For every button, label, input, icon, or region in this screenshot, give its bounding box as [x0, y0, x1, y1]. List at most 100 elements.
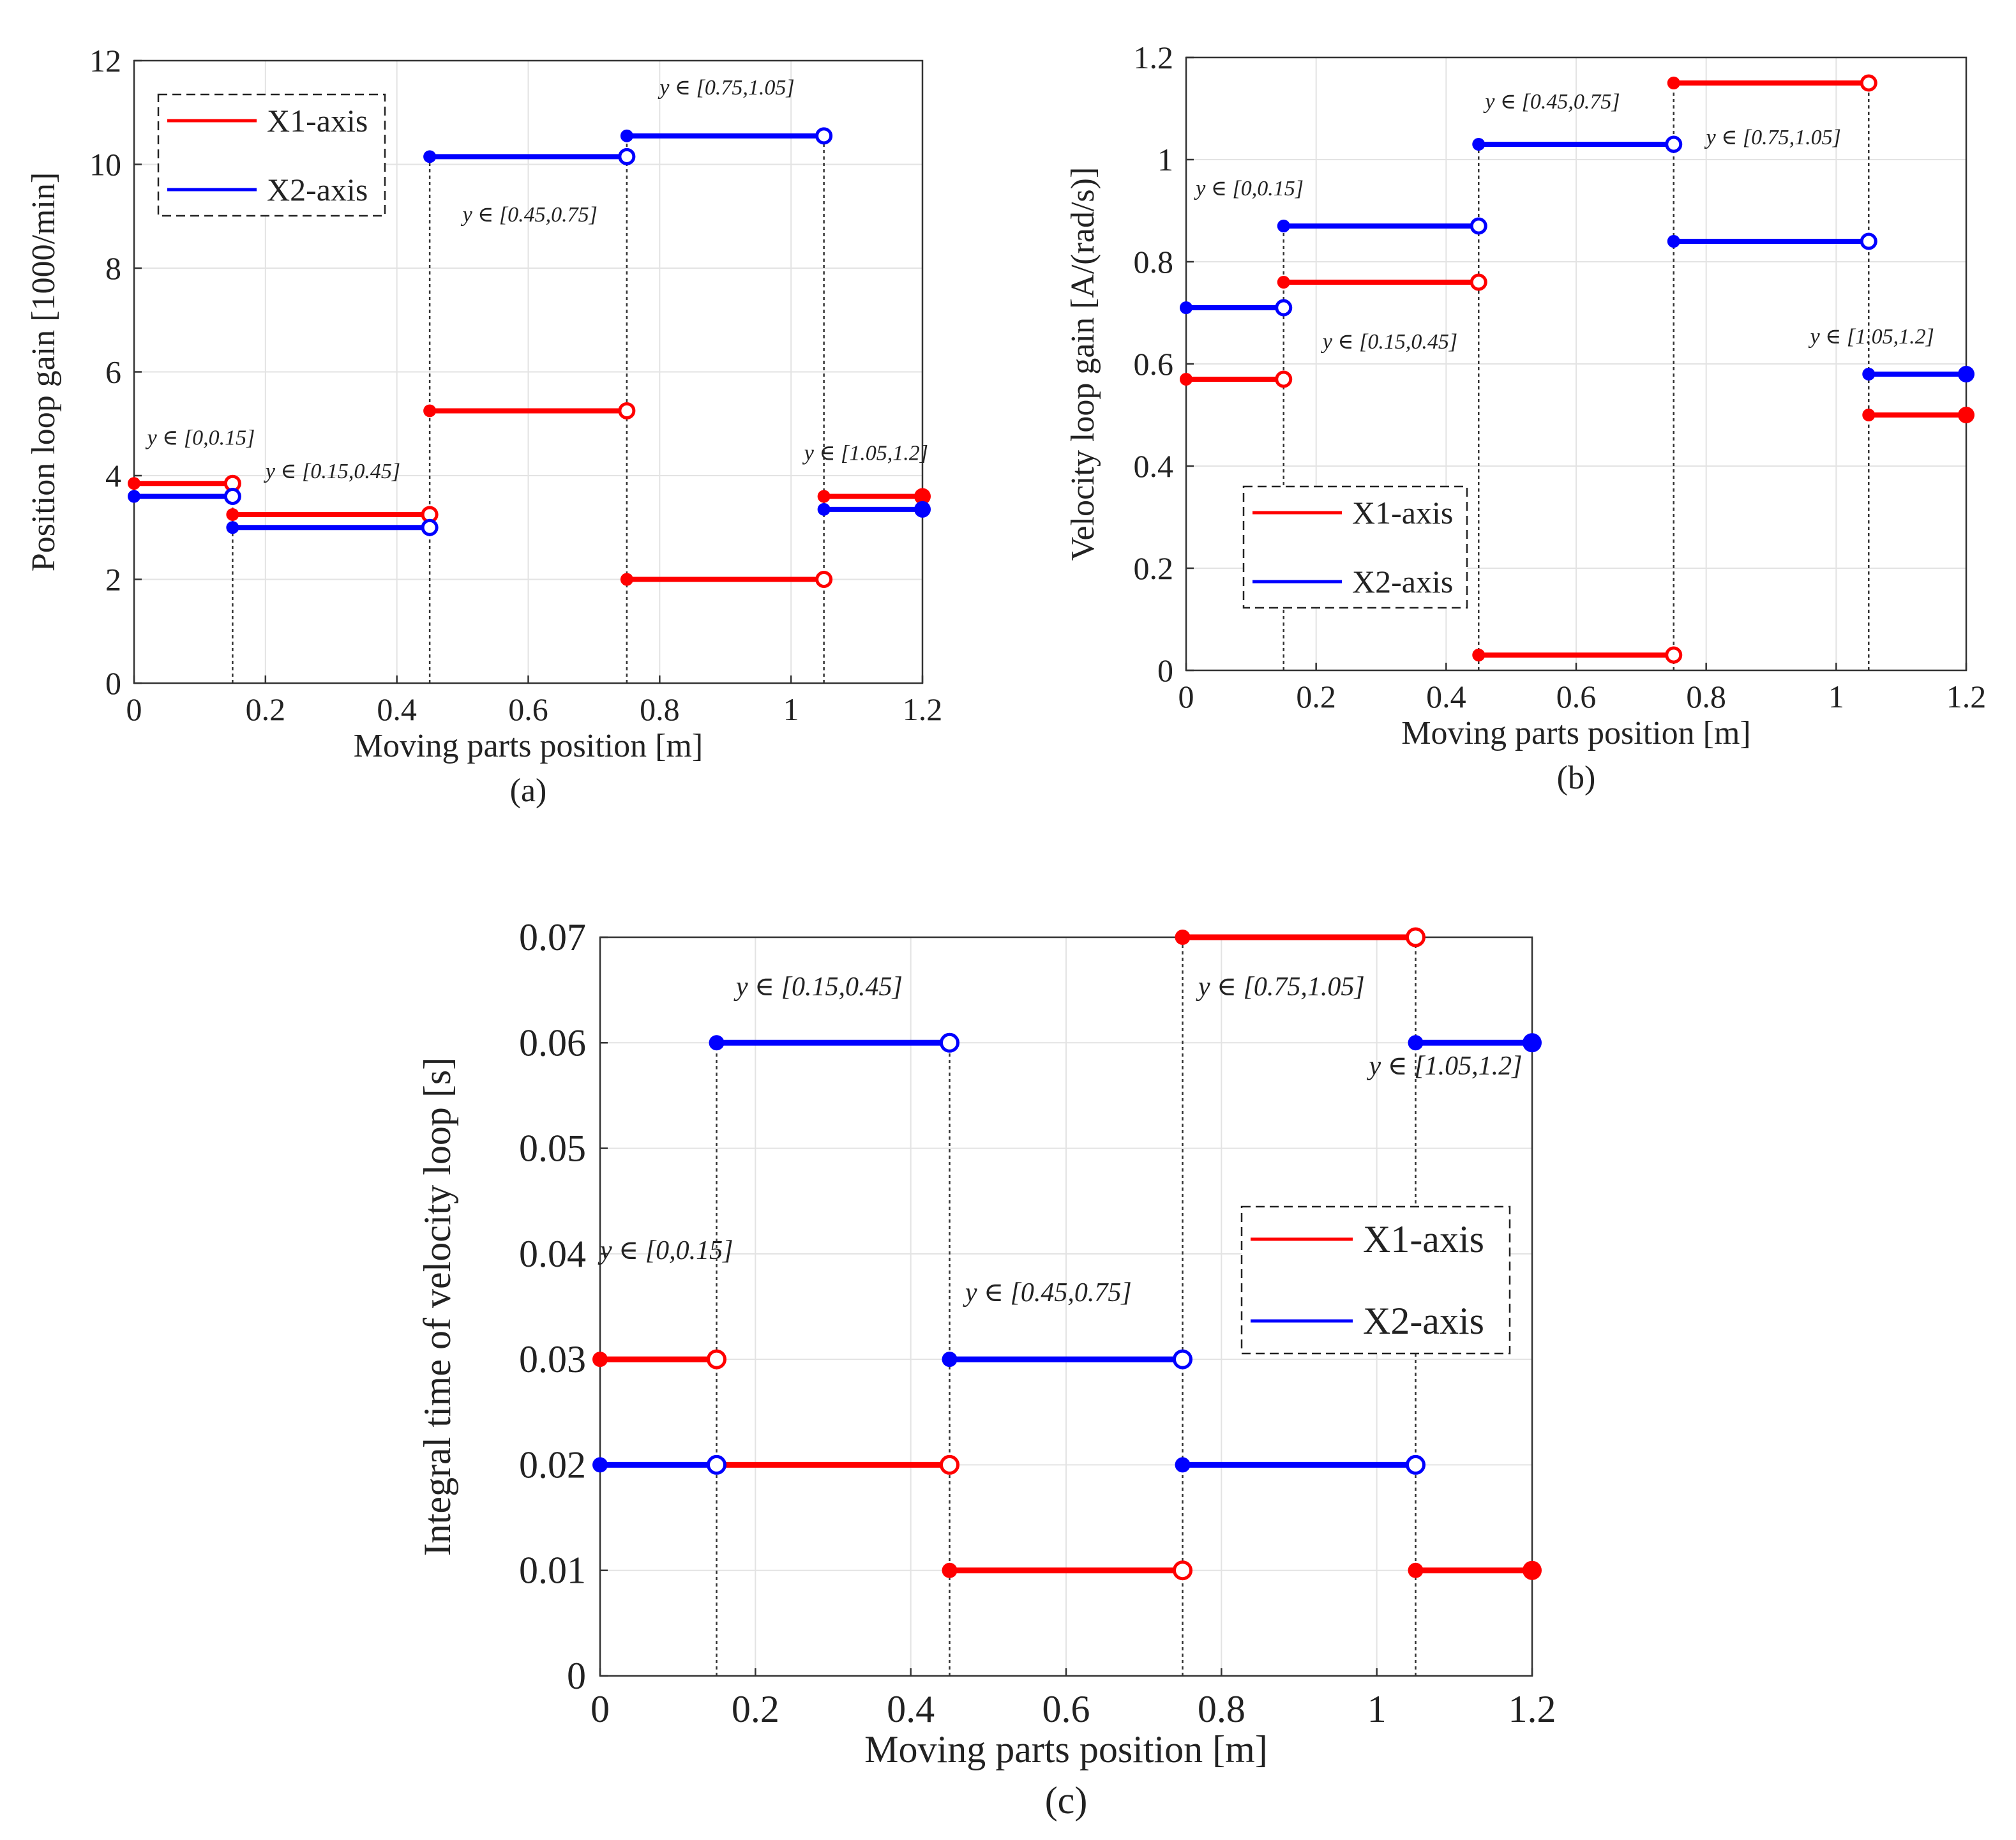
closed-marker-x1	[128, 477, 140, 490]
y-tick-label: 0	[105, 665, 121, 701]
interval-annotation: y ∈ [0.15,0.45]	[264, 460, 400, 483]
interval-annotation: y ∈ [1.05,1.2]	[1809, 325, 1934, 349]
closed-marker-x2	[942, 1352, 958, 1368]
chart-a: 0 0.2 0.4 0.6 0.8 1 1.2 0 2 4 6 8 10 12 Moving parts p…	[26, 43, 942, 809]
open-marker-x1	[1406, 927, 1425, 947]
x-tick-label: 0.4	[1426, 679, 1466, 714]
open-marker-x1	[1470, 273, 1487, 291]
open-marker-x1	[815, 571, 833, 588]
open-marker-x2	[1173, 1349, 1192, 1369]
y-tick-label: 0.03	[519, 1338, 586, 1380]
y-tick-label: 0.04	[519, 1233, 586, 1275]
interval-annotation: y ∈ [0.75,1.05]	[658, 76, 794, 100]
closed-marker-x1	[1862, 409, 1876, 421]
closed-marker-x1	[1408, 1562, 1424, 1578]
y-tick-label: 0.07	[519, 916, 586, 958]
closed-marker-x2	[1180, 301, 1192, 314]
open-marker-x1	[1275, 370, 1293, 388]
closed-marker-x2	[620, 129, 633, 142]
open-marker-x2	[223, 488, 241, 505]
x-tick-label: 0.4	[887, 1688, 935, 1730]
series-x1	[1180, 74, 1975, 664]
x-tick-label: 0.6	[1556, 679, 1597, 714]
end-marker-x1	[1523, 1560, 1542, 1580]
chart-caption: (c)	[1045, 1779, 1088, 1821]
closed-marker-x2	[1175, 1457, 1191, 1473]
y-tick-label: 0.01	[519, 1550, 586, 1592]
x-tick-label: 0.4	[377, 691, 417, 727]
open-marker-x1	[1173, 1560, 1192, 1581]
x-tick-label: 1.2	[1508, 1688, 1556, 1730]
closed-marker-x2	[1277, 220, 1290, 232]
closed-marker-x1	[423, 404, 437, 418]
x-tick-label: 0.6	[1042, 1688, 1090, 1730]
open-marker-x1	[1665, 646, 1683, 664]
y-tick-label: 12	[89, 43, 121, 79]
closed-marker-x1	[817, 490, 831, 503]
closed-marker-x2	[592, 1457, 608, 1473]
closed-marker-x2	[709, 1035, 725, 1051]
x-tick-label: 0	[126, 691, 142, 727]
chart-caption: (b)	[1557, 760, 1596, 796]
legend-box	[157, 93, 386, 217]
x-tick-label: 0.8	[640, 691, 680, 727]
chart-caption: (a)	[510, 773, 547, 809]
y-axis-label: Integral time of velocity loop [s]	[416, 1057, 458, 1556]
y-tick-label: 10	[89, 147, 121, 183]
open-marker-x2	[815, 127, 833, 145]
interval-annotation: y ∈ [0.15,0.45]	[733, 972, 903, 1002]
end-marker-x2	[1523, 1033, 1542, 1053]
interval-annotation: y ∈ [0,0.15]	[598, 1236, 733, 1265]
legend-box	[1240, 1205, 1511, 1355]
y-tick-label: 0.2	[1134, 550, 1174, 586]
closed-marker-x2	[1862, 368, 1876, 381]
closed-marker-x1	[620, 573, 633, 586]
x-tick-label: 1.2	[1946, 679, 1987, 714]
open-marker-x2	[1860, 232, 1877, 250]
closed-marker-x2	[1408, 1035, 1424, 1051]
closed-marker-x1	[226, 508, 239, 521]
end-marker-x2	[914, 501, 931, 518]
y-tick-label: 0.4	[1134, 448, 1174, 484]
x-tick-label: 0	[1178, 679, 1194, 714]
legend-label: X2-axis	[1352, 564, 1453, 600]
interval-annotation: y ∈ [0,0.15]	[1194, 177, 1304, 200]
open-marker-x2	[618, 147, 636, 165]
closed-marker-x2	[1472, 138, 1486, 151]
series-x2	[1180, 135, 1975, 382]
legend-box	[1242, 485, 1468, 609]
series-x2	[592, 1032, 1542, 1475]
x-axis-label: Moving parts position [m]	[1401, 715, 1750, 751]
open-marker-x1	[940, 1454, 959, 1475]
open-marker-x1	[707, 1349, 726, 1369]
interval-annotation: y ∈ [0.75,1.05]	[1196, 972, 1365, 1002]
y-tick-label: 1	[1157, 142, 1173, 177]
y-tick-label: 0.6	[1134, 346, 1174, 382]
closed-marker-x2	[1667, 235, 1680, 248]
closed-marker-x1	[942, 1562, 958, 1578]
open-marker-x1	[1860, 74, 1877, 92]
open-marker-x1	[618, 402, 636, 419]
x-axis-label: Moving parts position [m]	[864, 1728, 1268, 1770]
x-tick-label: 1.2	[903, 691, 943, 727]
closed-marker-x1	[1175, 930, 1191, 945]
y-tick-label: 6	[105, 354, 121, 390]
closed-marker-x1	[1180, 373, 1192, 386]
chart-b: 0 0.2 0.4 0.6 0.8 1 1.2 0 0.2 0.4 0.6 0.8 1 1.2 Moving…	[1065, 40, 1986, 796]
interval-annotation: y ∈ [0.45,0.75]	[461, 203, 598, 227]
legend-label: X2-axis	[267, 172, 368, 207]
closed-marker-x2	[226, 521, 239, 534]
x-tick-label: 1	[1367, 1688, 1387, 1730]
interval-annotation: y ∈ [0.45,0.75]	[963, 1278, 1132, 1308]
legend-label: X2-axis	[1363, 1300, 1484, 1342]
y-tick-label: 0.02	[519, 1444, 586, 1486]
open-marker-x2	[1406, 1454, 1425, 1475]
chart-c: 0 0.2 0.4 0.6 0.8 1 1.2 0 0.01 0.02 0.03 0.04 0.05 0.…	[416, 916, 1556, 1821]
x-tick-label: 0.2	[732, 1688, 779, 1730]
x-tick-label: 0.8	[1198, 1688, 1245, 1730]
interval-annotation: y ∈ [1.05,1.2]	[1367, 1052, 1523, 1081]
closed-marker-x1	[1472, 649, 1486, 661]
y-tick-label: 4	[105, 458, 121, 494]
series-x1	[592, 927, 1542, 1581]
legend-label: X1-axis	[267, 103, 368, 139]
